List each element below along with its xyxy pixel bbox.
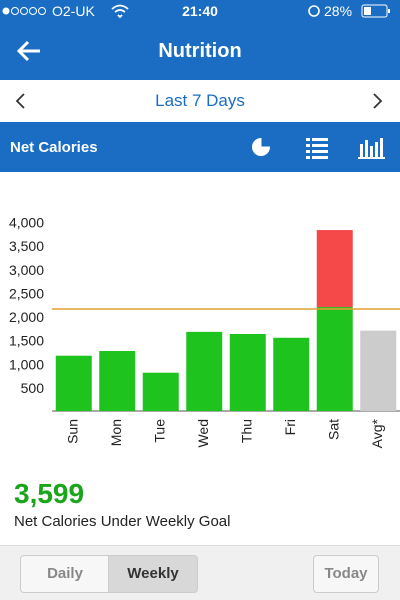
back-button[interactable] (16, 40, 42, 62)
y-tick-label: 3,000 (9, 262, 44, 278)
chart: 500 1,000 1,500 2,000 2,500 3,000 3,500 4,000 Su… (9, 215, 400, 448)
bar-segment (316, 230, 353, 308)
next-button[interactable] (372, 92, 384, 110)
x-tick-label: Avg* (369, 418, 385, 448)
date-range[interactable]: Last 7 Days (155, 91, 245, 110)
view-icons[interactable] (250, 136, 390, 160)
clock: 21:40 (182, 3, 218, 19)
toolbar-title: Net Calories (10, 139, 98, 156)
x-tick-label: Fri (282, 419, 298, 435)
today-button[interactable]: Today (313, 555, 379, 593)
header: Nutrition (0, 22, 400, 80)
bar-segment (99, 350, 136, 411)
bar-segment (229, 333, 266, 411)
y-tick-label: 500 (21, 380, 45, 396)
toolbar: Net Calories (0, 122, 400, 172)
y-tick-label: 2,500 (9, 285, 44, 301)
y-tick-label: 3,500 (9, 238, 44, 254)
bar-segment (360, 330, 397, 411)
x-tick-label: Wed (195, 419, 211, 448)
bar-segment (186, 331, 223, 411)
x-tick-label: Sat (325, 419, 341, 440)
status-icons (2, 4, 390, 19)
prev-button[interactable] (14, 92, 26, 110)
bottom-bar: Today Daily Weekly (0, 545, 400, 600)
status-bar: O2-UK 21:40 28% (0, 0, 400, 22)
tab[interactable]: Weekly (108, 555, 198, 593)
bar-segment (55, 355, 92, 411)
x-tick-label: Thu (238, 419, 254, 443)
y-tick-label: 2,000 (9, 309, 44, 325)
y-tick-label: 4,000 (9, 215, 44, 231)
x-tick-label: Sun (64, 419, 80, 444)
summary-value: 3,599 (14, 478, 85, 509)
y-tick-label: 1,500 (9, 333, 44, 349)
header-title: Nutrition (158, 40, 242, 62)
tab[interactable]: Daily (20, 555, 110, 593)
x-tick-label: Mon (108, 419, 124, 446)
battery-level: 28% (324, 3, 353, 19)
carrier: O2-UK (52, 3, 95, 19)
bar-segment (316, 307, 353, 411)
date-nav: Last 7 Days (0, 80, 400, 123)
bar-segment (142, 372, 179, 411)
bar-segment (273, 337, 310, 411)
summary-caption: Net Calories Under Weekly Goal (14, 513, 231, 530)
y-tick-label: 1,000 (9, 356, 44, 372)
x-tick-label: Tue (151, 419, 167, 443)
